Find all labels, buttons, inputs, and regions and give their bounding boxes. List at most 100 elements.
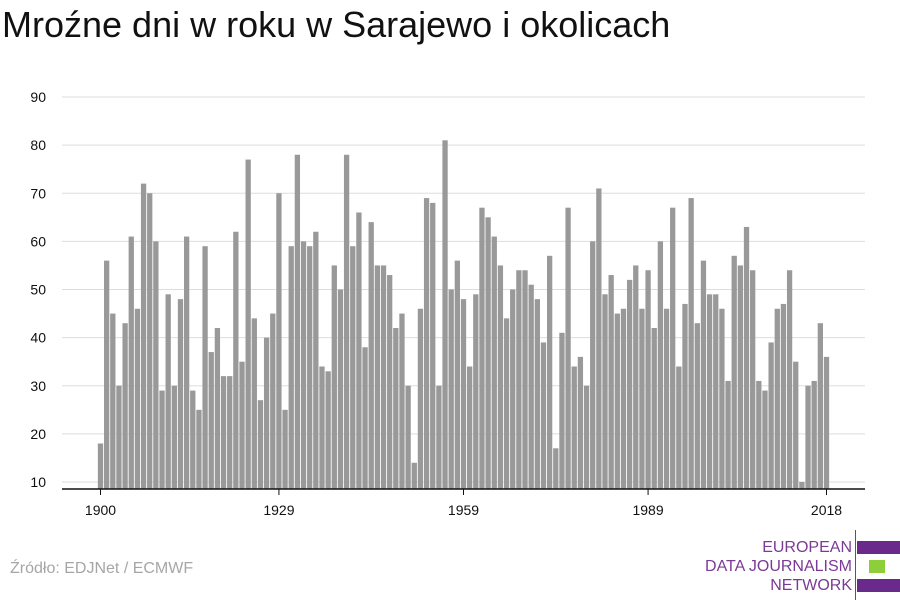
bar-1958 bbox=[454, 260, 460, 489]
bar-1996 bbox=[688, 198, 694, 489]
y-tick-label: 30 bbox=[30, 378, 46, 394]
bar-1955 bbox=[436, 385, 442, 489]
bar-2018 bbox=[823, 356, 830, 489]
y-tick-label: 80 bbox=[30, 137, 46, 153]
bar-1998 bbox=[700, 260, 707, 489]
bar-2007 bbox=[756, 380, 762, 489]
bar-2010 bbox=[774, 308, 780, 489]
logo-text-line-2: DATA JOURNALISM bbox=[705, 558, 852, 575]
y-axis-tick-labels: 10 20 30 40 50 60 70 80 90 bbox=[30, 89, 46, 490]
bar-1947 bbox=[387, 275, 393, 489]
y-tick-label: 90 bbox=[30, 89, 46, 105]
x-tick-label: 1929 bbox=[263, 502, 294, 518]
bar-1962 bbox=[479, 207, 485, 489]
logo-bar-purple-top bbox=[857, 541, 900, 554]
bar-1904 bbox=[122, 323, 128, 489]
bar-1906 bbox=[134, 308, 141, 489]
bar-1961 bbox=[473, 294, 479, 489]
y-tick-label: 50 bbox=[30, 282, 46, 298]
bar-1931 bbox=[288, 246, 294, 489]
bar-1976 bbox=[565, 207, 571, 489]
bar-1968 bbox=[516, 270, 522, 489]
bar-1967 bbox=[510, 289, 516, 489]
bar-1991 bbox=[657, 241, 664, 489]
bar-1986 bbox=[626, 279, 633, 489]
source-note: Źródło: EDJNet / ECMWF bbox=[10, 560, 194, 577]
bar-1988 bbox=[639, 308, 645, 489]
chart-title: Mroźne dni w roku w Sarajewo i okolicach bbox=[2, 4, 671, 45]
bar-1982 bbox=[602, 294, 608, 489]
bar-1917 bbox=[202, 246, 208, 489]
bar-1966 bbox=[503, 318, 510, 489]
bar-1913 bbox=[177, 299, 184, 489]
bar-1909 bbox=[153, 241, 159, 489]
bar-1920 bbox=[220, 376, 227, 489]
bar-1977 bbox=[571, 366, 577, 489]
bar-1957 bbox=[448, 289, 454, 489]
bar-1939 bbox=[337, 289, 344, 489]
bar-1930 bbox=[282, 409, 288, 489]
bar-1901 bbox=[104, 260, 110, 489]
bar-1900 bbox=[97, 443, 104, 489]
bar-1999 bbox=[706, 294, 713, 489]
bar-2006 bbox=[750, 270, 756, 489]
bar-1915 bbox=[190, 390, 196, 489]
bar-1911 bbox=[165, 294, 171, 489]
bar-1938 bbox=[331, 265, 337, 489]
y-tick-label: 40 bbox=[30, 330, 46, 346]
bar-1940 bbox=[343, 154, 350, 489]
bar-1995 bbox=[682, 303, 688, 489]
bar-2015 bbox=[805, 385, 811, 489]
x-tick-label: 2018 bbox=[811, 502, 842, 518]
bar-1971 bbox=[534, 299, 540, 489]
bar-1942 bbox=[356, 212, 362, 489]
y-tick-label: 60 bbox=[30, 233, 46, 249]
bar-2004 bbox=[737, 265, 744, 489]
bar-1925 bbox=[251, 318, 257, 489]
bar-1941 bbox=[350, 246, 356, 489]
bar-1963 bbox=[485, 217, 491, 489]
bar-1972 bbox=[540, 342, 547, 489]
bar-1933 bbox=[300, 241, 307, 489]
y-tick-label: 20 bbox=[30, 426, 46, 442]
bar-1936 bbox=[319, 366, 325, 489]
bar-2002 bbox=[725, 380, 731, 489]
bar-1914 bbox=[183, 236, 190, 489]
logo-text-line-1: EUROPEAN bbox=[762, 539, 852, 556]
bar-1937 bbox=[325, 371, 331, 489]
bar-1997 bbox=[694, 323, 700, 489]
bar-2005 bbox=[743, 226, 750, 489]
bar-2009 bbox=[768, 342, 774, 489]
y-tick-label: 10 bbox=[30, 474, 46, 490]
bar-1981 bbox=[596, 188, 602, 489]
bar-1993 bbox=[670, 207, 676, 489]
bar-2011 bbox=[780, 303, 787, 489]
bar-1974 bbox=[553, 448, 559, 489]
x-tick-label: 1959 bbox=[448, 502, 479, 518]
bar-1905 bbox=[128, 236, 134, 489]
bar-1918 bbox=[208, 352, 214, 489]
x-axis: 1900 1929 1959 1989 2018 bbox=[62, 488, 865, 518]
bar-1960 bbox=[467, 366, 473, 489]
bar-1990 bbox=[651, 328, 657, 489]
x-tick-label: 1900 bbox=[85, 502, 116, 518]
bar-1978 bbox=[577, 356, 584, 489]
logo-bar-purple-bottom bbox=[857, 579, 900, 592]
bar-1919 bbox=[214, 328, 221, 489]
bar-1926 bbox=[257, 400, 264, 489]
bar-1912 bbox=[171, 385, 177, 489]
bar-1964 bbox=[491, 236, 497, 489]
bar-2001 bbox=[719, 308, 725, 489]
bar-2013 bbox=[793, 361, 799, 489]
bar-1994 bbox=[676, 366, 682, 489]
bar-1954 bbox=[430, 202, 436, 489]
bar-2003 bbox=[731, 255, 737, 489]
bar-1956 bbox=[442, 140, 448, 489]
bar-2014 bbox=[799, 482, 805, 489]
bar-1987 bbox=[633, 265, 639, 489]
bar-1922 bbox=[233, 231, 239, 489]
bar-1992 bbox=[663, 308, 670, 489]
bar-1908 bbox=[147, 193, 153, 489]
bar-2000 bbox=[713, 294, 719, 489]
